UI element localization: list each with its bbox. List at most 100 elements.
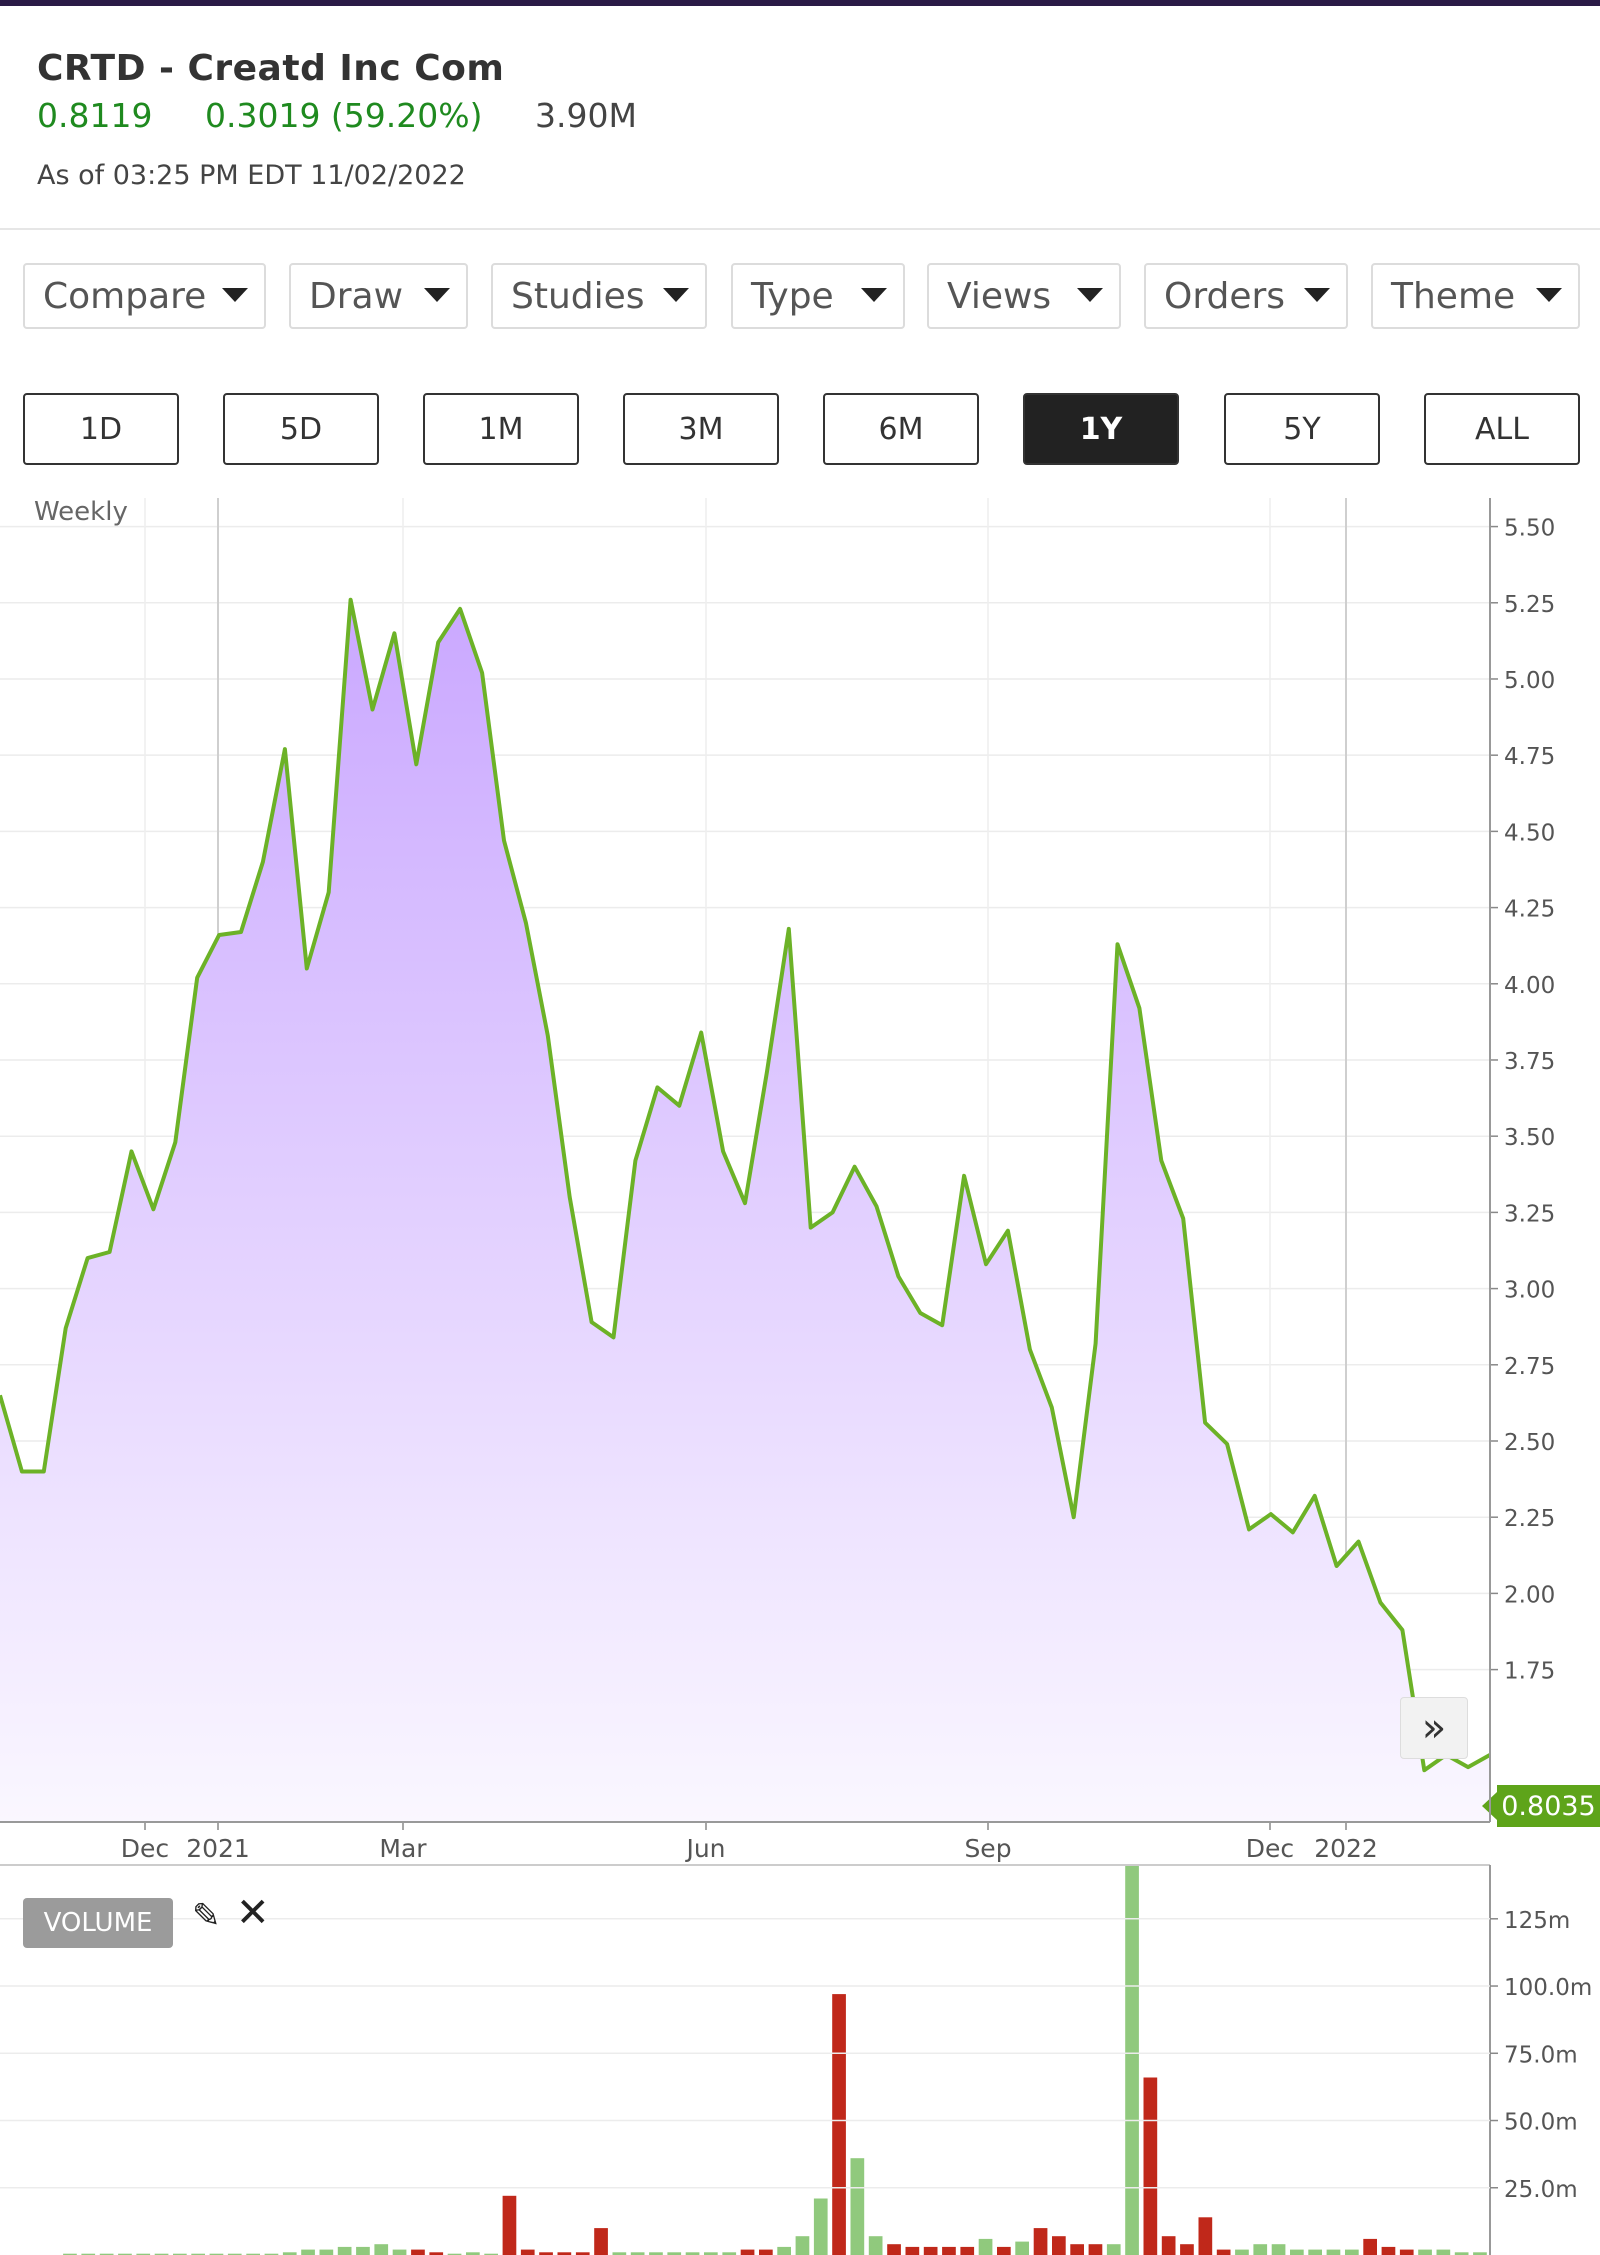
volume-bar-up bbox=[99, 2253, 114, 2255]
studies-dropdown[interactable]: Studies bbox=[491, 263, 707, 329]
volume-bar-up bbox=[246, 2253, 260, 2255]
orders-dropdown[interactable]: Orders bbox=[1144, 263, 1348, 329]
volume-tick-label: 125m bbox=[1504, 1908, 1570, 1934]
top-accent-bar bbox=[0, 0, 1600, 6]
date-tick-label: 2021 bbox=[186, 1834, 250, 1863]
volume-bar-down bbox=[1161, 2236, 1176, 2255]
volume-bar-down bbox=[832, 1994, 846, 2255]
volume-tick-label: 25.0m bbox=[1504, 2177, 1578, 2203]
volume-bar-up bbox=[1125, 1865, 1139, 2255]
periodicity-label: Weekly bbox=[34, 497, 128, 527]
views-dropdown[interactable]: Views bbox=[927, 263, 1121, 329]
volume-bar-down bbox=[520, 2249, 535, 2255]
date-tick-label: 2022 bbox=[1314, 1834, 1378, 1863]
volume-bar-up bbox=[685, 2252, 700, 2255]
scroll-forward-button[interactable]: » bbox=[1400, 1697, 1468, 1759]
volume-bar-up bbox=[978, 2238, 993, 2255]
range-all-button[interactable]: ALL bbox=[1424, 393, 1580, 465]
theme-label: Theme bbox=[1391, 275, 1516, 317]
volume-bar-up bbox=[484, 2253, 498, 2255]
caret-down-icon bbox=[663, 288, 689, 302]
close-icon[interactable]: ✕ bbox=[236, 1890, 270, 1936]
pencil-icon[interactable]: ✎ bbox=[192, 1896, 221, 1936]
volume-bar-down bbox=[923, 2246, 938, 2255]
volume-bar-up bbox=[868, 2236, 883, 2255]
price-axis: 1.75 2.00 2.25 2.50 2.75 3.00 3.25 3.50 3.75 4.00… bbox=[1489, 498, 1555, 1822]
quote-header: CRTD - Creatd Inc Com 0.8119 0.3019 (59.… bbox=[0, 6, 1600, 230]
compare-dropdown[interactable]: Compare bbox=[23, 263, 266, 329]
range-5y-button[interactable]: 5Y bbox=[1224, 393, 1380, 465]
volume-axis: 25.0m 50.0m 75.0m 100.0m 125m bbox=[0, 1864, 1592, 2255]
type-label: Type bbox=[751, 275, 834, 317]
type-dropdown[interactable]: Type bbox=[731, 263, 905, 329]
volume-bar-down bbox=[942, 2246, 956, 2255]
volume-bar-up bbox=[1436, 2249, 1451, 2255]
volume-bar-up bbox=[1235, 2249, 1249, 2255]
volume-bar-up bbox=[191, 2253, 205, 2255]
date-tick-label: Sep bbox=[964, 1834, 1011, 1863]
volume-bar-up bbox=[337, 2246, 352, 2255]
caret-down-icon bbox=[861, 288, 887, 302]
volume-bar-up bbox=[118, 2253, 132, 2255]
volume-bar-up bbox=[1345, 2249, 1359, 2255]
range-selector: 1D 5D 1M 3M 6M 1Y 5Y ALL bbox=[23, 393, 1583, 465]
volume-bar-up bbox=[319, 2249, 334, 2255]
volume-bar-up bbox=[301, 2249, 315, 2255]
volume-bar-down bbox=[960, 2246, 975, 2255]
volume-bar-up bbox=[1253, 2244, 1268, 2255]
range-1y-button[interactable]: 1Y bbox=[1023, 393, 1179, 465]
volume-bar-up bbox=[1418, 2249, 1432, 2255]
price-volume-chart[interactable]: 1.75 2.00 2.25 2.50 2.75 3.00 3.25 3.50 3.75 4.00… bbox=[0, 490, 1600, 2255]
price-tick-label: 4.25 bbox=[1504, 897, 1555, 923]
volume-tick-label: 50.0m bbox=[1504, 2110, 1578, 2136]
volume-bar-up bbox=[447, 2253, 462, 2255]
page-title: CRTD - Creatd Inc Com bbox=[37, 48, 505, 89]
volume-bar-down bbox=[1180, 2244, 1194, 2255]
date-tick-label: Dec bbox=[121, 1834, 169, 1863]
volume-bar-down bbox=[502, 2195, 517, 2255]
volume-bar-up bbox=[1326, 2249, 1341, 2255]
range-1m-button[interactable]: 1M bbox=[423, 393, 579, 465]
date-tick-label: Jun bbox=[684, 1834, 725, 1863]
volume-study-label[interactable]: VOLUME bbox=[23, 1898, 173, 1948]
price-tick-label: 5.00 bbox=[1504, 668, 1555, 694]
last-price-badge: 0.8035 bbox=[1497, 1785, 1600, 1827]
price-tick-label: 4.50 bbox=[1504, 820, 1555, 846]
volume-bar-down bbox=[429, 2252, 444, 2255]
theme-dropdown[interactable]: Theme bbox=[1371, 263, 1580, 329]
volume-bar-up bbox=[704, 2252, 718, 2255]
volume-bar-up bbox=[1473, 2252, 1487, 2255]
caret-down-icon bbox=[222, 288, 248, 302]
volume-bar-up bbox=[81, 2253, 96, 2255]
range-3m-button[interactable]: 3M bbox=[623, 393, 779, 465]
volume-bar-up bbox=[392, 2249, 407, 2255]
volume-bar-up bbox=[795, 2236, 810, 2255]
range-1d-button[interactable]: 1D bbox=[23, 393, 179, 465]
price-tick-label: 2.25 bbox=[1504, 1506, 1555, 1532]
volume-bar-down bbox=[594, 2228, 608, 2255]
caret-down-icon bbox=[424, 288, 450, 302]
price-tick-label: 4.75 bbox=[1504, 744, 1555, 770]
volume-bar-up bbox=[667, 2252, 682, 2255]
volume-bar-down bbox=[575, 2252, 590, 2255]
volume-bar-up bbox=[630, 2252, 645, 2255]
quote-line: 0.8119 0.3019 (59.20%) 3.90M bbox=[37, 96, 679, 135]
draw-dropdown[interactable]: Draw bbox=[289, 263, 468, 329]
volume-bars bbox=[63, 1865, 1487, 2255]
volume-bar-up bbox=[813, 2198, 828, 2255]
range-6m-button[interactable]: 6M bbox=[823, 393, 979, 465]
volume-bar-up bbox=[1290, 2249, 1304, 2255]
caret-down-icon bbox=[1304, 288, 1330, 302]
price-tick-label: 5.50 bbox=[1504, 516, 1555, 542]
volume-bar-down bbox=[1052, 2236, 1066, 2255]
caret-down-icon bbox=[1536, 288, 1562, 302]
range-5d-button[interactable]: 5D bbox=[223, 393, 379, 465]
caret-down-icon bbox=[1077, 288, 1103, 302]
volume-bar-down bbox=[1381, 2246, 1396, 2255]
volume-bar-up bbox=[850, 2158, 865, 2255]
date-tick-label: Dec bbox=[1246, 1834, 1294, 1863]
volume-bar-down bbox=[1363, 2238, 1377, 2255]
volume-bar-up bbox=[209, 2253, 224, 2255]
volume-bar-up bbox=[63, 2253, 77, 2255]
timestamp: As of 03:25 PM EDT 11/02/2022 bbox=[37, 160, 466, 191]
